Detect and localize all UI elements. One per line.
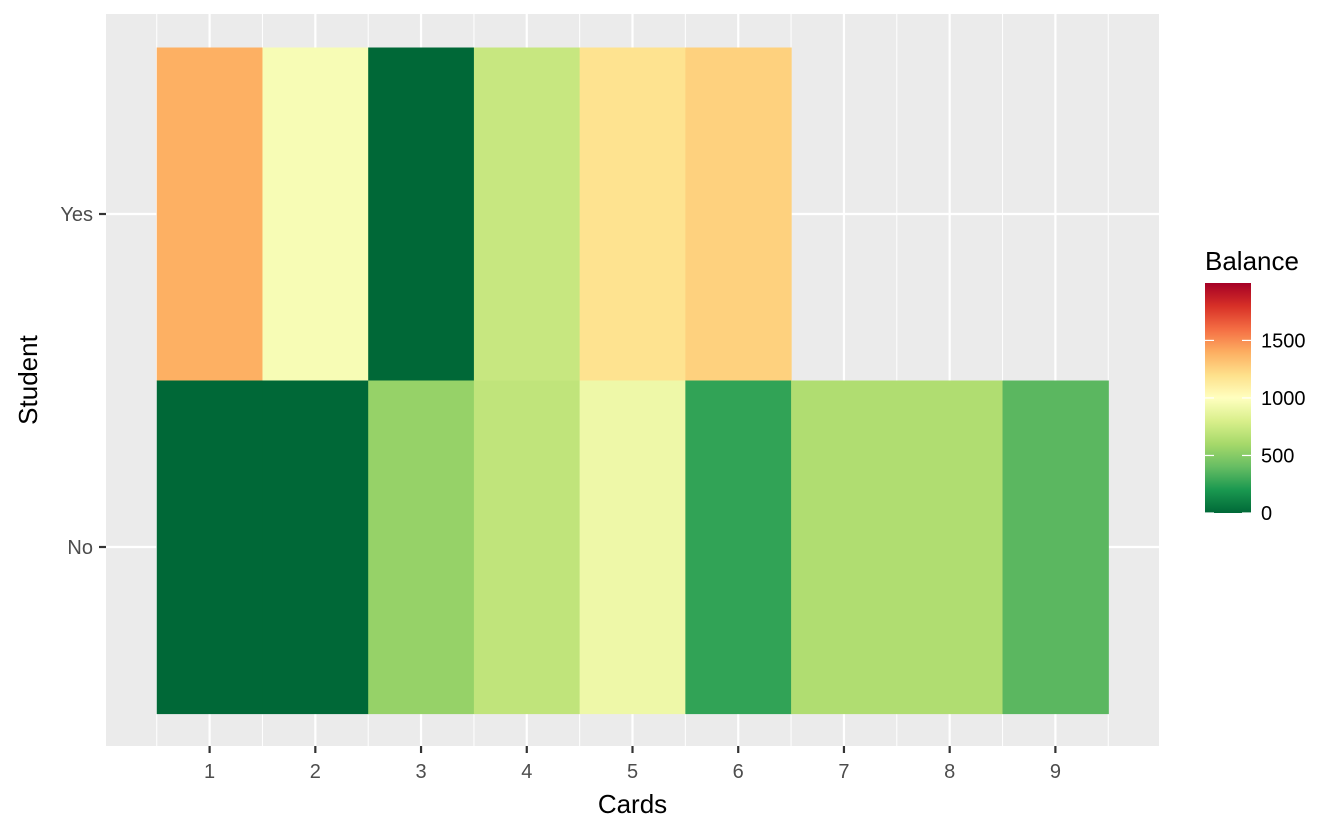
y-tick-label: Yes [60,204,93,226]
x-tick-label: 8 [944,761,955,783]
y-axis-title: Student [13,334,43,424]
heatmap-cell [579,380,686,715]
heatmap-cells [156,47,1109,715]
legend-tick-label: 1500 [1261,330,1306,352]
legend-tick-label: 1000 [1261,388,1306,410]
legend-ticks: 0 500 1000 1500 [1205,330,1306,525]
x-tick-label: 6 [733,761,744,783]
heatmap-cell [262,47,369,382]
x-tick-label: 5 [627,761,638,783]
x-tick-label: 7 [838,761,849,783]
heatmap-cell [685,380,792,715]
x-tick-label: 1 [204,761,215,783]
x-axis: 1 2 3 4 5 6 7 8 9 [204,746,1061,783]
heatmap-cell [368,47,475,382]
legend-title: Balance [1205,246,1299,276]
heatmap-cell [685,47,792,382]
heatmap-cell [579,47,686,382]
heatmap-cell [156,380,264,715]
x-tick-label: 3 [415,761,426,783]
heatmap-cell [156,47,264,382]
y-axis: No Yes [60,204,106,559]
y-tick-label: No [67,537,93,559]
heatmap-cell [896,380,1004,715]
x-tick-label: 4 [521,761,532,783]
heatmap-cell [368,380,475,715]
x-tick-label: 2 [310,761,321,783]
heatmap-cell [473,47,581,382]
legend: Balance 0 500 1000 1500 [1205,246,1306,525]
heatmap-cell [473,380,581,715]
legend-tick-label: 0 [1261,503,1272,525]
x-axis-title: Cards [598,789,667,819]
legend-tick-label: 500 [1261,445,1294,467]
heatmap-cell [262,380,369,715]
x-tick-label: 9 [1050,761,1061,783]
heatmap-cell [791,380,898,715]
heatmap-cell [1002,380,1109,715]
